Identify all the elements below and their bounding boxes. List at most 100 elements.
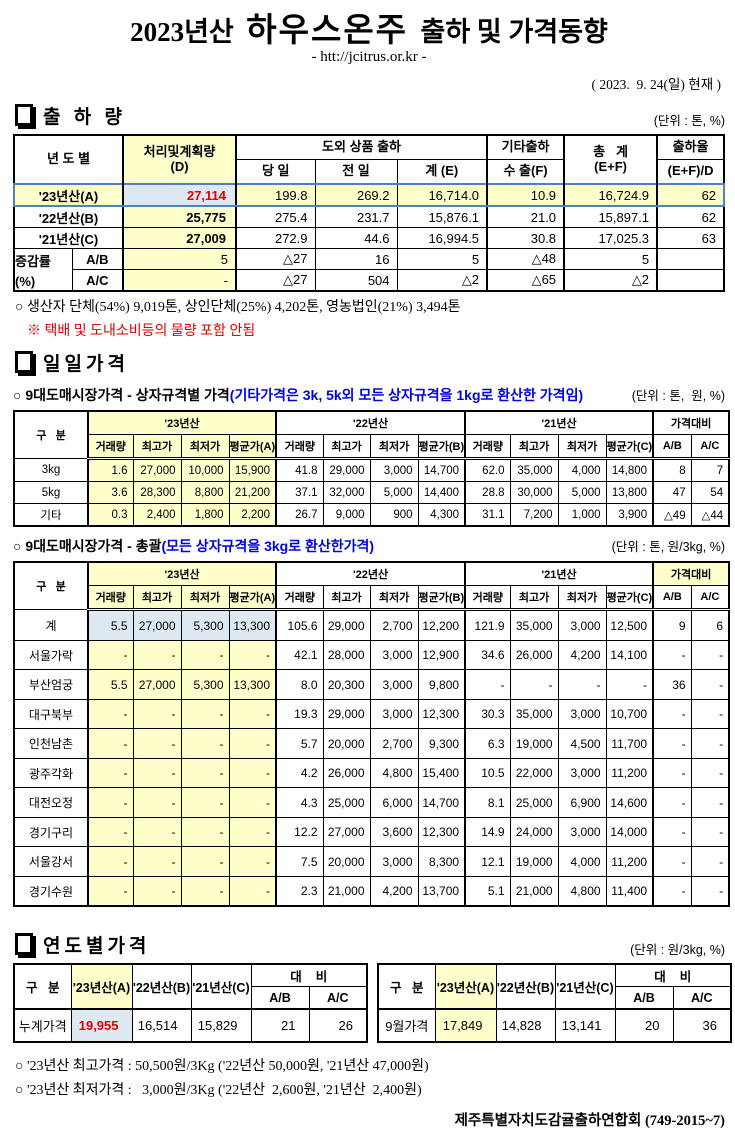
col-header-volume: 거래량 bbox=[275, 585, 324, 612]
col-header-rate-formula: (E+F)/D bbox=[656, 159, 725, 185]
cell: 21,000 bbox=[509, 875, 559, 907]
cell: 29,000 bbox=[322, 609, 371, 641]
cell: 4,800 bbox=[369, 757, 419, 789]
col-header-ac: A/C bbox=[690, 585, 730, 612]
group-header-2022: '22년산 bbox=[275, 561, 466, 587]
col-header-avg-c: 평균가(C) bbox=[605, 585, 654, 612]
cell: - bbox=[122, 269, 237, 292]
bysize-unit-label: (단위 : 톤, 원, %) bbox=[631, 389, 725, 404]
cell: - bbox=[690, 639, 730, 671]
table-row: 부산엄궁 5.5 27,000 5,300 13,300 8.0 20,300 3,000 9,… bbox=[13, 669, 730, 700]
cell: 4,800 bbox=[557, 875, 607, 907]
cell: - bbox=[180, 757, 230, 789]
cell: 7.5 bbox=[275, 846, 324, 877]
table-row-change-ab: 증감률 (%) A/B 5 △27 16 5 △48 5 bbox=[13, 248, 725, 292]
table-row: 기타 0.3 2,400 1,800 2,200 26.7 9,000 900 4,300 31.… bbox=[13, 503, 730, 527]
cell: 105.6 bbox=[275, 609, 324, 641]
cell: 47 bbox=[652, 481, 692, 505]
cell: 5,000 bbox=[369, 481, 419, 505]
cell: 4,000 bbox=[557, 846, 607, 877]
cell: 7,200 bbox=[509, 503, 559, 527]
cell: - bbox=[228, 875, 277, 907]
cell: 34.6 bbox=[464, 639, 511, 671]
cell: 3,000 bbox=[557, 757, 607, 789]
cell: 6,900 bbox=[557, 787, 607, 818]
cell: 32,000 bbox=[322, 481, 371, 505]
col-header-high: 최고가 bbox=[322, 434, 371, 461]
cell: 8 bbox=[652, 458, 692, 483]
cell bbox=[656, 269, 725, 292]
annual-september-table: 구 분 '23년산(A) '22년산(B) '21년산(C) 대 비 A/B A… bbox=[377, 963, 732, 1044]
table-row: 5kg 3.6 28,300 8,800 21,200 37.1 32,000 5,000 14… bbox=[13, 481, 730, 505]
cell: 269.2 bbox=[314, 183, 398, 208]
cell: - bbox=[180, 728, 230, 759]
table-row-2022: '22년산(B) 25,775 275.4 231.7 15,876.1 21.… bbox=[13, 205, 725, 229]
row-sublabel: A/B bbox=[71, 248, 124, 271]
cell: 63 bbox=[656, 227, 725, 250]
cell: 15,400 bbox=[417, 757, 466, 789]
table-row-2023: '23년산(A) 27,114 199.8 269.2 16,714.0 10.… bbox=[12, 183, 726, 208]
cell: - bbox=[132, 846, 182, 877]
cell: 12,300 bbox=[417, 698, 466, 730]
cell: 4,300 bbox=[417, 503, 466, 527]
col-header-total-line2: (E+F) bbox=[594, 158, 627, 174]
cell: - bbox=[652, 875, 692, 907]
cell: - bbox=[132, 875, 182, 907]
col-header-volume: 거래량 bbox=[275, 434, 324, 461]
total-unit-label: (단위 : 톤, 원/3kg, %) bbox=[611, 540, 725, 555]
cell: 10.9 bbox=[486, 183, 565, 208]
square-bullet-icon bbox=[15, 933, 33, 956]
cell: 3,000 bbox=[369, 458, 419, 483]
cell: △27 bbox=[235, 248, 316, 271]
col-header-2022b: '22년산(B) bbox=[495, 963, 556, 1011]
cell: - bbox=[690, 698, 730, 730]
cell: 6,000 bbox=[369, 787, 419, 818]
table-row: 경기구리 - - - -12.2 27,000 3,600 12,300 14.9 24,000 3… bbox=[13, 816, 730, 848]
cell bbox=[656, 248, 725, 271]
cell: 3,000 bbox=[369, 846, 419, 877]
row-label: 누계가격 bbox=[13, 1008, 72, 1043]
cell: 14,800 bbox=[605, 458, 654, 483]
cell: - bbox=[180, 816, 230, 848]
col-header-ac: A/C bbox=[308, 986, 368, 1011]
col-header-rate: 출하율 bbox=[656, 134, 725, 161]
daily-total-subhead: ○ 9대도매시장가격 - 총괄 (모든 상자규격을 3kg로 환산한가격) (단… bbox=[13, 536, 725, 556]
col-header-avg-c: 평균가(C) bbox=[605, 434, 654, 461]
cell: 5 bbox=[122, 248, 237, 271]
cell: - bbox=[180, 787, 230, 818]
cell: - bbox=[87, 728, 134, 759]
cell: 19,000 bbox=[509, 846, 559, 877]
cell: 35,000 bbox=[509, 609, 559, 641]
cell: 4,200 bbox=[369, 875, 419, 907]
cell: 20,000 bbox=[322, 846, 371, 877]
cell-2022: 14,828 bbox=[495, 1008, 556, 1043]
square-bullet-icon bbox=[15, 104, 33, 127]
table-row: 경기수원 - - - -2.3 21,000 4,200 13,700 5.1 21,000 4,8… bbox=[13, 875, 730, 907]
cell: - bbox=[690, 846, 730, 877]
cell: 5,000 bbox=[557, 481, 607, 505]
header-row: 구 분 '23년산 '22년산 '21년산 가격대비 bbox=[13, 561, 730, 611]
table-row: 인천남촌 - - - -5.7 20,000 2,700 9,300 6.3 19,000 4,50… bbox=[13, 728, 730, 759]
cell-ab: 21 bbox=[250, 1008, 310, 1043]
cell: 30.3 bbox=[464, 698, 511, 730]
cell: 5.7 bbox=[275, 728, 324, 759]
table-row: 계 5.5 27,000 5,300 13,300 105.6 29,000 2,700 12,… bbox=[13, 609, 730, 641]
cell: 2,700 bbox=[369, 728, 419, 759]
cell: 계 bbox=[13, 609, 89, 641]
cell: 272.9 bbox=[235, 227, 316, 250]
group-header-2023: '23년산 bbox=[86, 561, 277, 587]
col-header-low: 최저가 bbox=[180, 585, 230, 612]
cell: 3,000 bbox=[557, 816, 607, 848]
cell: 15,900 bbox=[228, 458, 277, 483]
header-row: A/B A/C bbox=[14, 986, 368, 1011]
col-header-today: 당 일 bbox=[235, 159, 316, 185]
group-header-2023: '23년산 bbox=[86, 410, 277, 436]
group-header-2022: '22년산 bbox=[275, 410, 466, 436]
change-label-line1: 증감률 bbox=[15, 254, 51, 270]
site-url: - htt://jcitrus.or.kr - bbox=[311, 49, 427, 66]
cell: - bbox=[228, 757, 277, 789]
cell-ab: 20 bbox=[614, 1008, 674, 1043]
cell: 8.0 bbox=[275, 669, 324, 700]
cell: 16,994.5 bbox=[396, 227, 488, 250]
cell: 11,400 bbox=[605, 875, 654, 907]
